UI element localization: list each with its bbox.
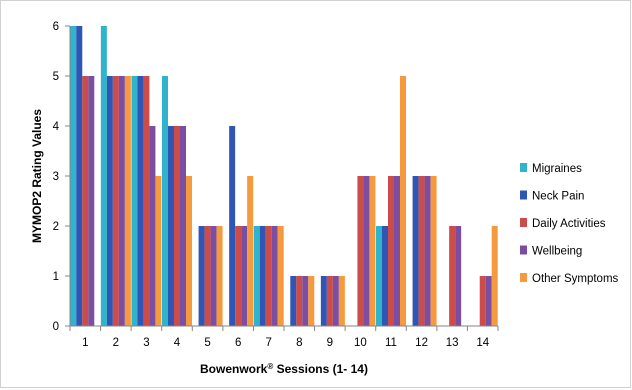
- legend-label: Other Symptoms: [532, 273, 619, 285]
- y-axis-title: MYMOP2 Rating Values: [30, 109, 44, 243]
- bar-daily-activities: [296, 276, 303, 326]
- legend-label: Neck Pain: [532, 191, 584, 203]
- bar-neck-pain: [382, 226, 388, 326]
- bar-wellbeing: [118, 76, 125, 326]
- x-tick-label: 11: [385, 337, 397, 349]
- bar-neck-pain: [412, 176, 419, 326]
- bar-daily-activities: [357, 176, 364, 326]
- x-tick-label: 3: [143, 337, 149, 349]
- x-ticks: 1 2 3 4 5 6 7 8 9 10 11 12 13 14: [69, 326, 499, 349]
- bar-neck-pain: [76, 26, 83, 326]
- x-tick-label: 5: [204, 337, 210, 349]
- bar-migraines: [376, 226, 382, 326]
- bar-wellbeing: [363, 176, 370, 326]
- bar-other-symptoms: [400, 76, 406, 326]
- bar-other-symptoms: [216, 226, 223, 326]
- bar-other-symptoms: [124, 76, 131, 326]
- x-tick-label: 2: [113, 337, 119, 349]
- y-tick-label: 1: [53, 271, 59, 283]
- y-tick-label: 4: [53, 121, 60, 133]
- x-tick-label: 4: [174, 337, 181, 349]
- bar-wellbeing: [424, 176, 431, 326]
- bar-wellbeing: [149, 126, 156, 326]
- bar-daily-activities: [418, 176, 425, 326]
- legend-swatch: [520, 218, 527, 227]
- x-axis-title-rest: Sessions (1- 14): [273, 362, 368, 376]
- bar-neck-pain: [290, 276, 297, 326]
- bar-other-symptoms: [155, 176, 162, 326]
- bar-other-symptoms: [430, 176, 437, 326]
- bar-migraines: [131, 76, 138, 326]
- bar-wellbeing: [241, 226, 248, 326]
- bars-layer: [70, 26, 498, 326]
- legend-label: Wellbeing: [532, 246, 582, 258]
- bar-daily-activities: [174, 126, 180, 326]
- bar-neck-pain: [168, 126, 174, 326]
- bar-daily-activities: [235, 226, 242, 326]
- legend-swatch: [520, 190, 527, 200]
- y-tick-label: 3: [53, 171, 59, 183]
- bar-neck-pain: [106, 76, 113, 326]
- bar-other-symptoms: [369, 176, 376, 326]
- bar-daily-activities: [449, 226, 456, 326]
- x-tick-label: 1: [82, 337, 88, 349]
- x-tick-label: 6: [235, 337, 241, 349]
- bar-daily-activities: [82, 76, 89, 326]
- legend: Migraines Neck Pain Daily Activities Wellbe…: [520, 163, 619, 285]
- bar-daily-activities: [143, 76, 150, 326]
- bar-daily-activities: [204, 226, 211, 326]
- y-tick-label: 2: [53, 221, 59, 233]
- x-axis-title: Bowenwork® Sessions (1- 14): [200, 362, 368, 377]
- bar-neck-pain: [259, 226, 266, 326]
- x-tick-label: 13: [446, 337, 459, 349]
- bar-neck-pain: [137, 76, 144, 326]
- bar-migraines: [100, 26, 107, 326]
- x-axis-title-main: Bowenwork: [200, 362, 268, 376]
- bar-other-symptoms: [491, 226, 498, 326]
- legend-label: Daily Activities: [532, 218, 606, 230]
- bar-daily-activities: [326, 276, 333, 326]
- x-tick-label: 12: [415, 337, 428, 349]
- y-tick-label: 5: [53, 71, 59, 83]
- y-ticks: 0 1 2 3 4 5 6: [53, 21, 70, 333]
- bar-other-symptoms: [186, 176, 192, 326]
- bar-wellbeing: [271, 226, 278, 326]
- bar-daily-activities: [388, 176, 394, 326]
- legend-label: Migraines: [532, 163, 582, 175]
- bar-wellbeing: [394, 176, 400, 326]
- bar-daily-activities: [112, 76, 119, 326]
- x-tick-label: 8: [296, 337, 302, 349]
- bar-other-symptoms: [247, 176, 254, 326]
- x-tick-label: 10: [354, 337, 367, 349]
- bar-wellbeing: [485, 276, 492, 326]
- y-tick-label: 0: [53, 321, 59, 333]
- bar-wellbeing: [302, 276, 309, 326]
- bar-migraines: [253, 226, 260, 326]
- y-tick-label: 6: [53, 21, 59, 33]
- bar-wellbeing: [180, 126, 186, 326]
- bar-migraines: [70, 26, 77, 326]
- legend-swatch: [520, 273, 527, 282]
- bar-wellbeing: [210, 226, 217, 326]
- bar-other-symptoms: [338, 276, 345, 326]
- bar-other-symptoms: [277, 226, 284, 326]
- x-axis-title-registered-mark: ®: [267, 362, 273, 371]
- bar-wellbeing: [455, 226, 462, 326]
- bar-other-symptoms: [308, 276, 315, 326]
- legend-swatch: [520, 163, 527, 172]
- bar-neck-pain: [320, 276, 327, 326]
- x-tick-label: 14: [476, 337, 489, 349]
- bar-wellbeing: [332, 276, 339, 326]
- bar-wellbeing: [88, 76, 95, 326]
- bar-migraines: [162, 76, 168, 326]
- legend-swatch: [520, 245, 527, 255]
- bar-neck-pain: [229, 126, 236, 326]
- bar-daily-activities: [479, 276, 486, 326]
- bar-neck-pain: [198, 226, 205, 326]
- x-tick-label: 7: [266, 337, 272, 349]
- bar-daily-activities: [265, 226, 272, 326]
- x-tick-label: 9: [327, 337, 333, 349]
